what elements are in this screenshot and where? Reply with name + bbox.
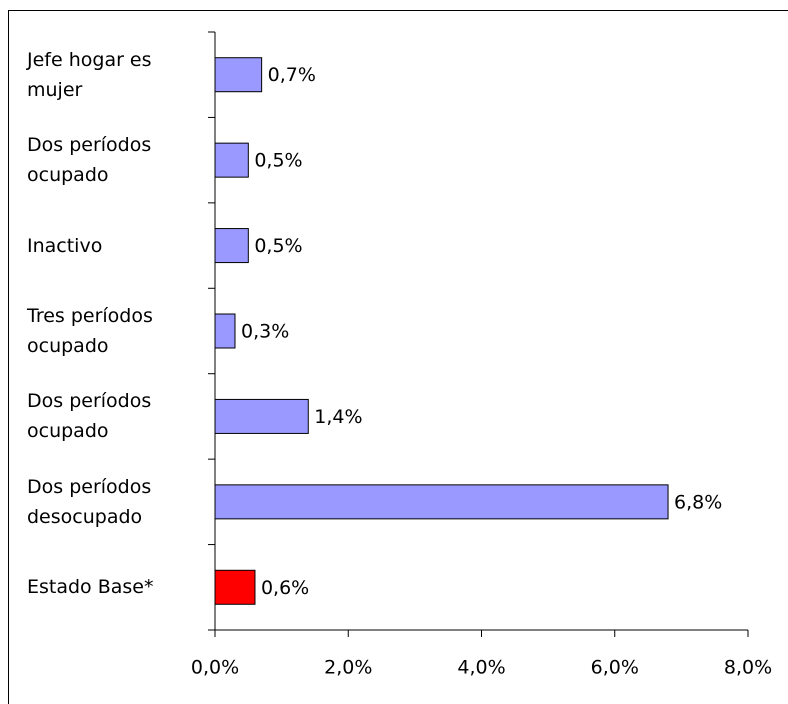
y-tick-label: Dos períodos desocupado <box>27 475 152 528</box>
frame <box>8 10 788 704</box>
y-tick-label: Dos períodos ocupado <box>27 134 152 187</box>
bar <box>214 569 256 605</box>
value-label: 0,7% <box>268 64 316 86</box>
y-tick-label: Inactivo <box>27 234 103 257</box>
y-tick-label: Dos períodos ocupado <box>27 390 152 443</box>
x-tick-label: 4,0% <box>457 657 505 679</box>
value-label: 0,5% <box>254 235 302 257</box>
value-label: 1,4% <box>314 406 362 428</box>
y-tick-label: Tres períodos ocupado <box>27 305 153 357</box>
bar <box>214 57 263 93</box>
y-tick-label: Jefe hogar es mujer <box>27 48 152 101</box>
bar <box>214 398 309 434</box>
value-label: 0,5% <box>254 150 302 172</box>
bar <box>214 484 669 520</box>
bar <box>214 228 249 264</box>
x-tick-label: 6,0% <box>591 657 639 679</box>
x-tick-label: 0,0% <box>191 657 239 679</box>
value-label: 0,6% <box>261 577 309 599</box>
bar <box>214 313 236 349</box>
y-tick-label: Estado Base* <box>27 576 154 599</box>
value-label: 6,8% <box>674 491 722 513</box>
x-tick-label: 8,0% <box>724 657 772 679</box>
bar <box>214 142 249 178</box>
value-label: 0,3% <box>241 321 289 343</box>
x-tick-label: 2,0% <box>324 657 372 679</box>
